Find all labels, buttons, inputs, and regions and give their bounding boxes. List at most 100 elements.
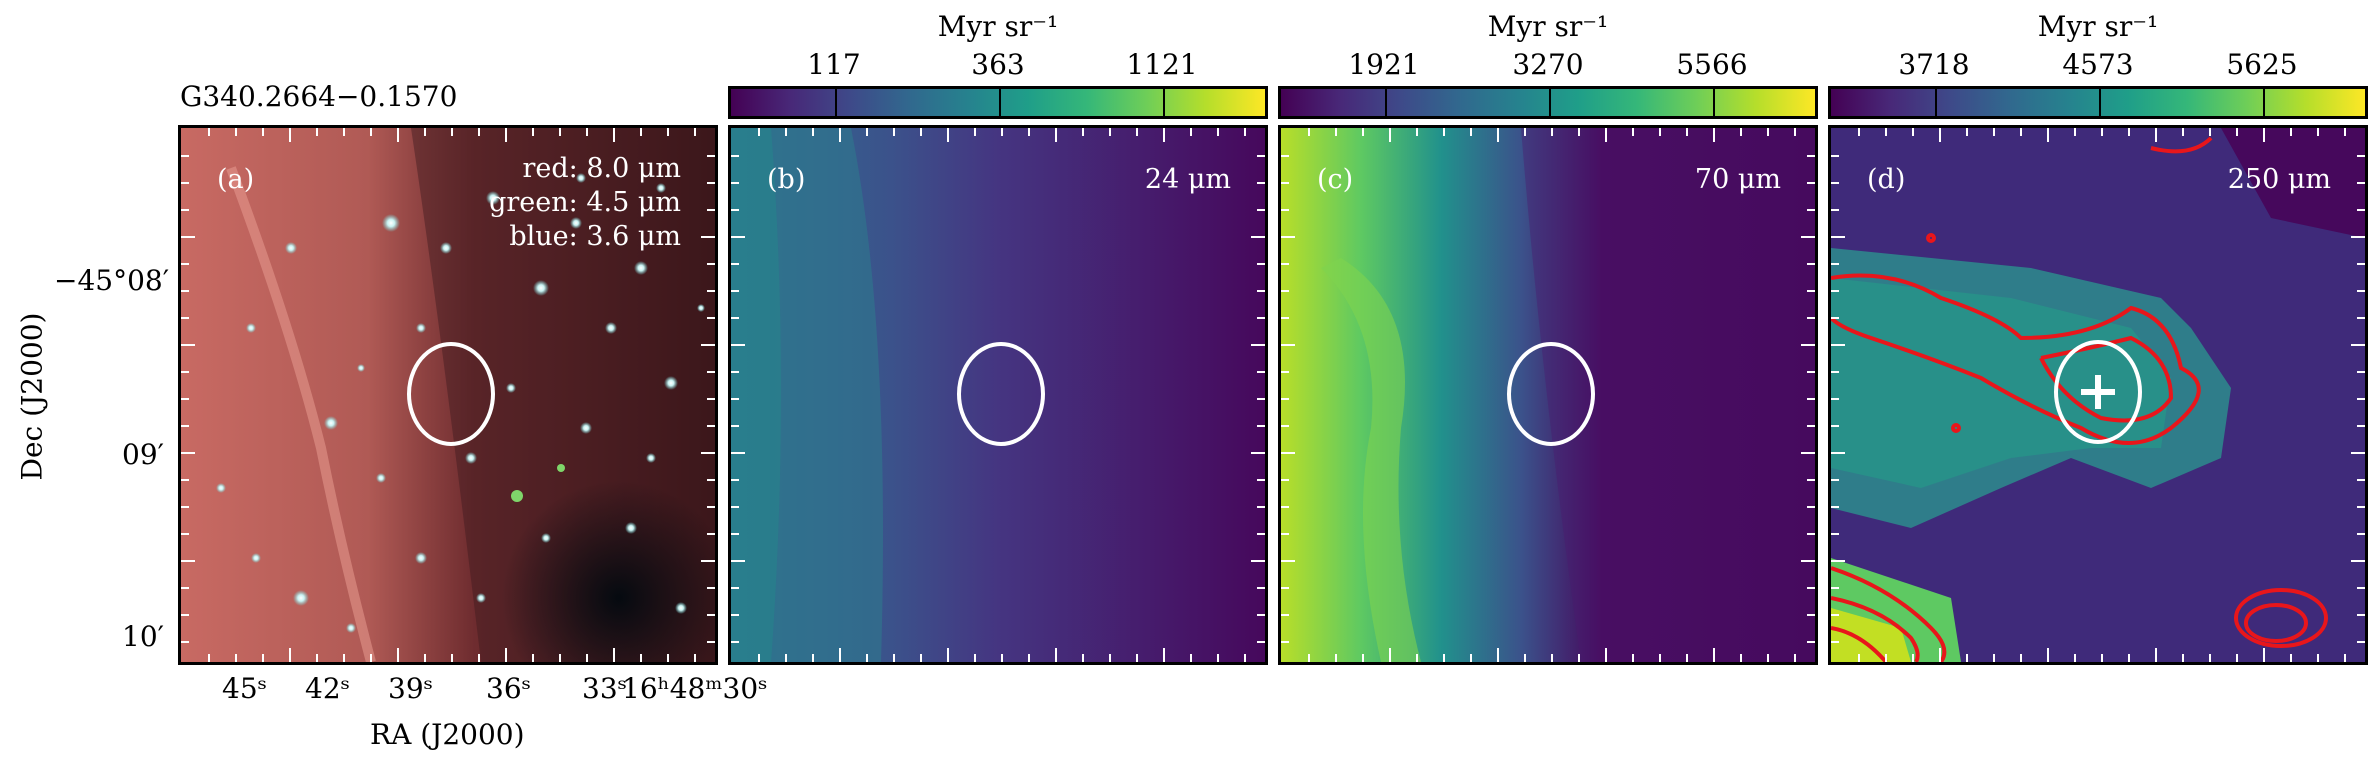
axis-tick bbox=[2351, 560, 2365, 562]
axis-tick bbox=[812, 128, 814, 136]
axis-tick bbox=[707, 317, 715, 319]
axis-tick bbox=[1281, 290, 1289, 292]
axis-tick bbox=[424, 654, 426, 662]
axis-tick bbox=[1257, 506, 1265, 508]
axis-tick bbox=[1801, 560, 1815, 562]
axis-tick bbox=[1281, 506, 1289, 508]
axis-tick bbox=[731, 560, 745, 562]
colorbar-d bbox=[1828, 86, 2368, 119]
beam-ellipse bbox=[407, 342, 495, 446]
axis-tick bbox=[1082, 654, 1084, 662]
axis-tick bbox=[1190, 654, 1192, 662]
axis-tick bbox=[1001, 654, 1003, 662]
axis-tick bbox=[707, 209, 715, 211]
axis-tick bbox=[1362, 128, 1364, 136]
axis-tick bbox=[1831, 182, 1839, 184]
axis-tick bbox=[1831, 263, 1839, 265]
axis-tick bbox=[1136, 128, 1138, 136]
axis-tick bbox=[1767, 128, 1769, 136]
axis-tick bbox=[1807, 290, 1815, 292]
axis-tick bbox=[1055, 128, 1057, 142]
axis-tick bbox=[2357, 209, 2365, 211]
axis-tick bbox=[1966, 654, 1968, 662]
axis-tick bbox=[1659, 128, 1661, 136]
axis-tick bbox=[2344, 654, 2346, 662]
axis-tick bbox=[586, 654, 588, 662]
axis-tick bbox=[424, 128, 426, 136]
colorbar-c bbox=[1278, 86, 1818, 119]
axis-tick bbox=[812, 654, 814, 662]
axis-tick bbox=[1713, 128, 1715, 142]
axis-tick bbox=[1939, 128, 1941, 142]
axis-tick bbox=[731, 425, 739, 427]
axis-tick bbox=[1831, 479, 1839, 481]
source-cross-marker bbox=[2081, 375, 2115, 409]
axis-tick bbox=[2351, 452, 2365, 454]
axis-tick bbox=[1807, 155, 1815, 157]
axis-tick bbox=[181, 182, 189, 184]
colorbar-b-unit: Myr sr⁻¹ bbox=[937, 10, 1059, 43]
axis-tick bbox=[1497, 128, 1499, 142]
axis-tick bbox=[2263, 128, 2265, 142]
axis-tick bbox=[181, 155, 189, 157]
axis-tick bbox=[1831, 290, 1839, 292]
axis-tick bbox=[1443, 128, 1445, 136]
dec-tick-label: 09′ bbox=[122, 438, 164, 471]
axis-tick bbox=[1605, 128, 1607, 142]
axis-tick bbox=[1257, 371, 1265, 373]
axis-tick bbox=[1257, 641, 1265, 643]
colorbar-c-tick: 3270 bbox=[1512, 48, 1584, 81]
axis-tick bbox=[1578, 654, 1580, 662]
axis-tick bbox=[1281, 209, 1289, 211]
axis-tick bbox=[2357, 371, 2365, 373]
axis-tick bbox=[2357, 263, 2365, 265]
axis-tick bbox=[731, 182, 739, 184]
axis-tick bbox=[701, 452, 715, 454]
axis-tick bbox=[1281, 533, 1289, 535]
colorbar-d-tick: 3718 bbox=[1898, 48, 1970, 81]
axis-tick bbox=[2357, 155, 2365, 157]
axis-tick bbox=[289, 128, 291, 142]
colorbar-b-tick: 1121 bbox=[1126, 48, 1198, 81]
axis-tick bbox=[181, 587, 189, 589]
axis-tick bbox=[532, 654, 534, 662]
axis-tick bbox=[1389, 128, 1391, 142]
axis-tick bbox=[1217, 128, 1219, 136]
axis-tick bbox=[181, 479, 189, 481]
axis-tick bbox=[1632, 128, 1634, 136]
axis-tick bbox=[559, 128, 561, 136]
axis-tick bbox=[1551, 654, 1553, 662]
axis-tick bbox=[731, 587, 739, 589]
panel-b-24um-image: (b) 24 μm bbox=[728, 125, 1268, 665]
axis-tick bbox=[2182, 128, 2184, 136]
axis-tick bbox=[731, 317, 739, 319]
axis-tick bbox=[2357, 587, 2365, 589]
axis-tick bbox=[667, 128, 669, 136]
axis-tick bbox=[1801, 452, 1815, 454]
axis-tick bbox=[866, 128, 868, 136]
axis-tick bbox=[707, 263, 715, 265]
panel-d-wavelength: 250 μm bbox=[2227, 164, 2331, 195]
axis-tick bbox=[2155, 648, 2157, 662]
axis-tick bbox=[1244, 128, 1246, 136]
axis-tick bbox=[397, 648, 399, 662]
axis-tick bbox=[262, 128, 264, 136]
axis-tick bbox=[1993, 128, 1995, 136]
axis-tick bbox=[1807, 479, 1815, 481]
axis-tick bbox=[731, 290, 739, 292]
axis-tick bbox=[181, 290, 189, 292]
axis-tick bbox=[1257, 317, 1265, 319]
colorbar-d-tick: 4573 bbox=[2062, 48, 2134, 81]
axis-tick bbox=[289, 648, 291, 662]
axis-tick bbox=[1885, 128, 1887, 136]
axis-tick bbox=[613, 648, 615, 662]
axis-tick bbox=[1389, 648, 1391, 662]
axis-tick bbox=[731, 641, 739, 643]
axis-tick bbox=[1281, 317, 1289, 319]
axis-tick bbox=[1632, 654, 1634, 662]
axis-tick bbox=[2074, 128, 2076, 136]
axis-tick bbox=[1257, 587, 1265, 589]
colorbar-d-tick: 5625 bbox=[2226, 48, 2298, 81]
axis-tick bbox=[1807, 371, 1815, 373]
axis-tick bbox=[1807, 506, 1815, 508]
